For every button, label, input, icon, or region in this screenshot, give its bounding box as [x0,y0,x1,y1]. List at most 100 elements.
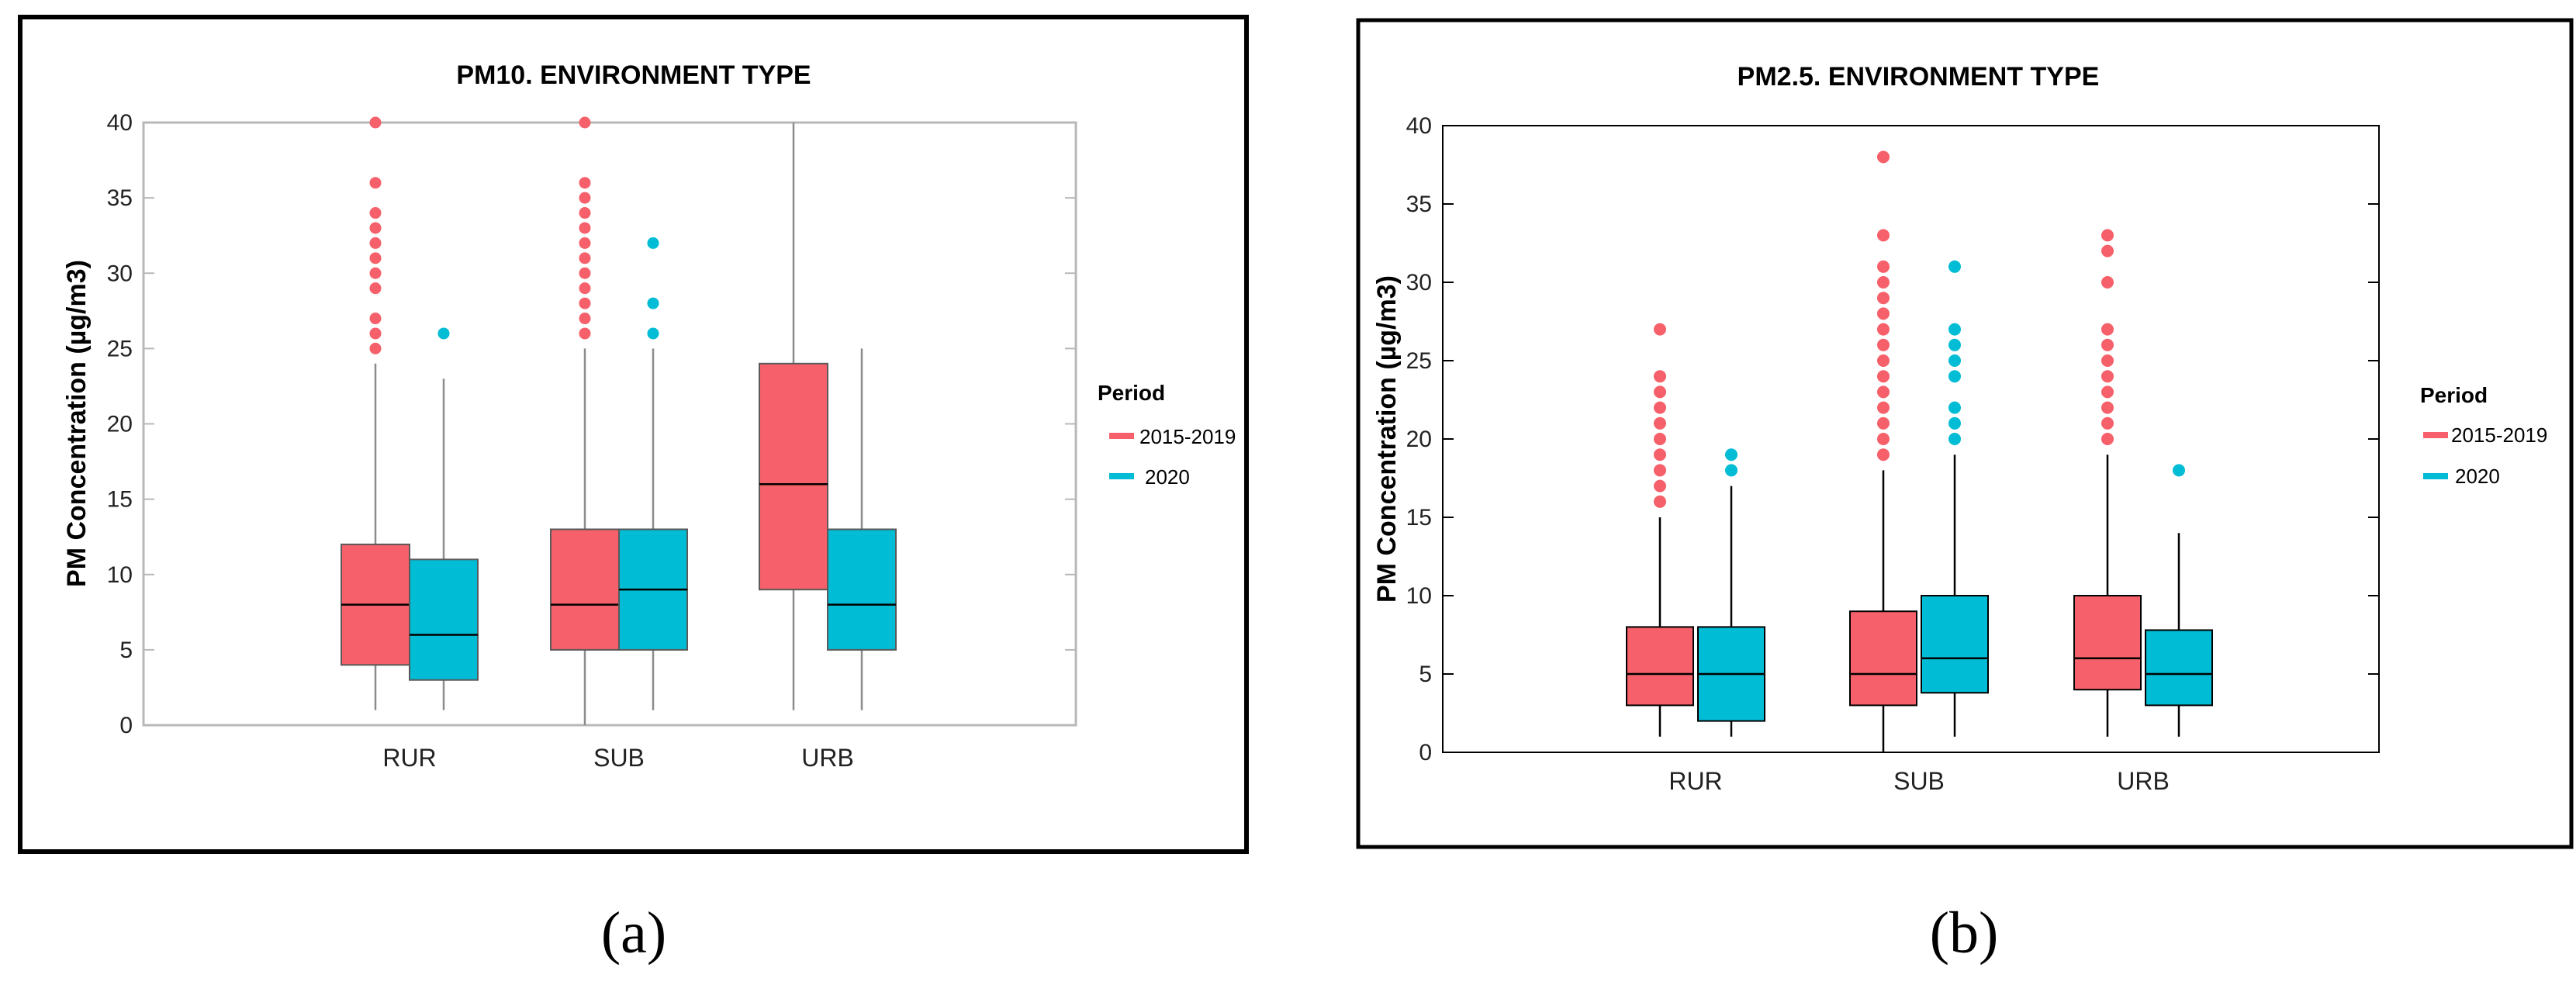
panel-b-y-axis: 0 5 10 15 20 25 30 35 40 [1406,113,2379,766]
outlier-point [579,267,591,279]
panel-a-legend-title: Period [1098,381,1165,405]
panel-b-label: (b) [1930,900,1999,966]
outlier-point [647,297,659,309]
outlier-point [2101,433,2114,445]
panel-b-x-axis: RUR SUB URB [1668,767,2169,795]
outlier-point [369,237,382,249]
panel-a-box-urb-2015-2019 [759,123,828,710]
outlier-point [2101,416,2114,430]
outlier-point [437,327,450,340]
outlier-point [1948,338,1961,351]
outlier-point [1654,323,1666,336]
outlier-point [369,177,382,189]
outlier-point [2101,338,2114,351]
panel-b-y-tick-label: 30 [1406,270,1432,296]
outlier-point [1877,401,1890,414]
outlier-point [1948,370,1961,383]
outlier-point [369,282,382,295]
outlier-point [1877,338,1890,351]
panel-a-x-tick-label-urb: URB [801,744,854,772]
outlier-point [579,177,591,189]
outlier-point [2101,244,2114,257]
panel-a-boxes [341,116,897,725]
panel-b-frame [1356,18,2574,849]
outlier-point [2101,276,2114,289]
outlier-point [1877,276,1890,289]
panel-a-box-sub-2020 [618,237,688,710]
panel-b-pm25: PM2.5. ENVIRONMENT TYPE 0 5 10 15 20 25 30 35 40… [1356,18,2574,849]
panel-b-title: PM2.5. ENVIRONMENT TYPE [1738,62,2100,92]
panel-a-y-axis-label: PM Concentration (µg/m3) [62,260,92,587]
outlier-point [579,297,591,309]
outlier-point [1948,433,1961,445]
outlier-point [1877,433,1890,445]
outlier-point [1877,448,1890,461]
panel-b-y-tick-label: 40 [1406,113,1432,139]
panel-a-box-sub-2015-2019 [550,116,620,725]
panel-b-box-rur-2015-2019 [1626,323,1694,737]
panel-b-legend-label-2015-2019: 2015-2019 [2451,423,2547,447]
panel-a-y-tick-label: 40 [107,110,133,136]
panel-a-y-tick-label: 5 [119,638,133,663]
panel-b-box-sub-2015-2019 [1849,150,1917,752]
panel-a-y-axis: 0 5 10 15 20 25 30 35 40 [107,110,1076,738]
panel-b-y-tick-label: 15 [1406,505,1432,531]
outlier-point [1654,495,1666,508]
outlier-point [1654,416,1666,430]
iqr-box [1849,610,1917,707]
outlier-point [369,116,382,129]
outlier-point [1948,323,1961,336]
outlier-point [1877,260,1890,273]
panel-a-legend: Period 2015-2019 2020 [1098,381,1236,489]
outlier-point [1654,433,1666,445]
outlier-point [1948,260,1961,273]
panel-a-label: (a) [601,900,666,966]
iqr-box [2073,595,2142,691]
panel-a-frame [18,15,1249,854]
iqr-box [409,558,479,681]
panel-a-pm10: PM10. ENVIRONMENT TYPE 0510152025303540 … [18,15,1249,854]
panel-b-x-tick-label-rur: RUR [1668,767,1722,795]
panel-a-y-tick-label: 20 [107,412,133,437]
panel-b-legend-label-2020: 2020 [2455,465,2500,488]
outlier-point [1877,307,1890,320]
outlier-point [1654,479,1666,492]
panel-b-y-tick-label: 20 [1406,427,1432,452]
outlier-point [1948,416,1961,430]
outlier-point [1654,370,1666,383]
outlier-point [1877,385,1890,399]
iqr-box [550,528,620,651]
panel-b-box-urb-2015-2019 [2073,229,2142,737]
outlier-point [2173,464,2185,477]
outlier-point [1654,464,1666,477]
iqr-box [759,362,828,591]
outlier-point [1948,401,1961,414]
outlier-point [1877,370,1890,383]
outlier-point [1654,385,1666,399]
outlier-point [579,116,591,129]
panel-b-boxes [1626,150,2213,752]
panel-a-x-tick-label-rur: RUR [382,744,436,772]
outlier-point [579,207,591,219]
panel-b-y-tick-label: 25 [1406,348,1432,374]
outlier-point [579,313,591,325]
panel-b-y-axis-label: PM Concentration (µg/m3) [1372,275,1402,603]
outlier-point [1877,292,1890,305]
outlier-point [1877,354,1890,367]
panel-b-legend: Period 2015-2019 2020 [2420,383,2547,488]
panel-b-box-urb-2020 [2145,464,2213,737]
outlier-point [2101,323,2114,336]
panel-a-legend-label-2015-2019: 2015-2019 [1139,425,1236,448]
outlier-point [1877,229,1890,242]
outlier-point [2101,401,2114,414]
panel-a-y-tick-label: 35 [107,185,133,211]
iqr-box [2145,629,2213,707]
outlier-point [1877,323,1890,336]
outlier-point [369,267,382,279]
outlier-point [647,237,659,249]
panel-a-y-tick-label: 25 [107,336,133,361]
outlier-point [2101,385,2114,399]
outlier-point [1654,401,1666,414]
panel-b-box-rur-2020 [1697,448,1765,737]
